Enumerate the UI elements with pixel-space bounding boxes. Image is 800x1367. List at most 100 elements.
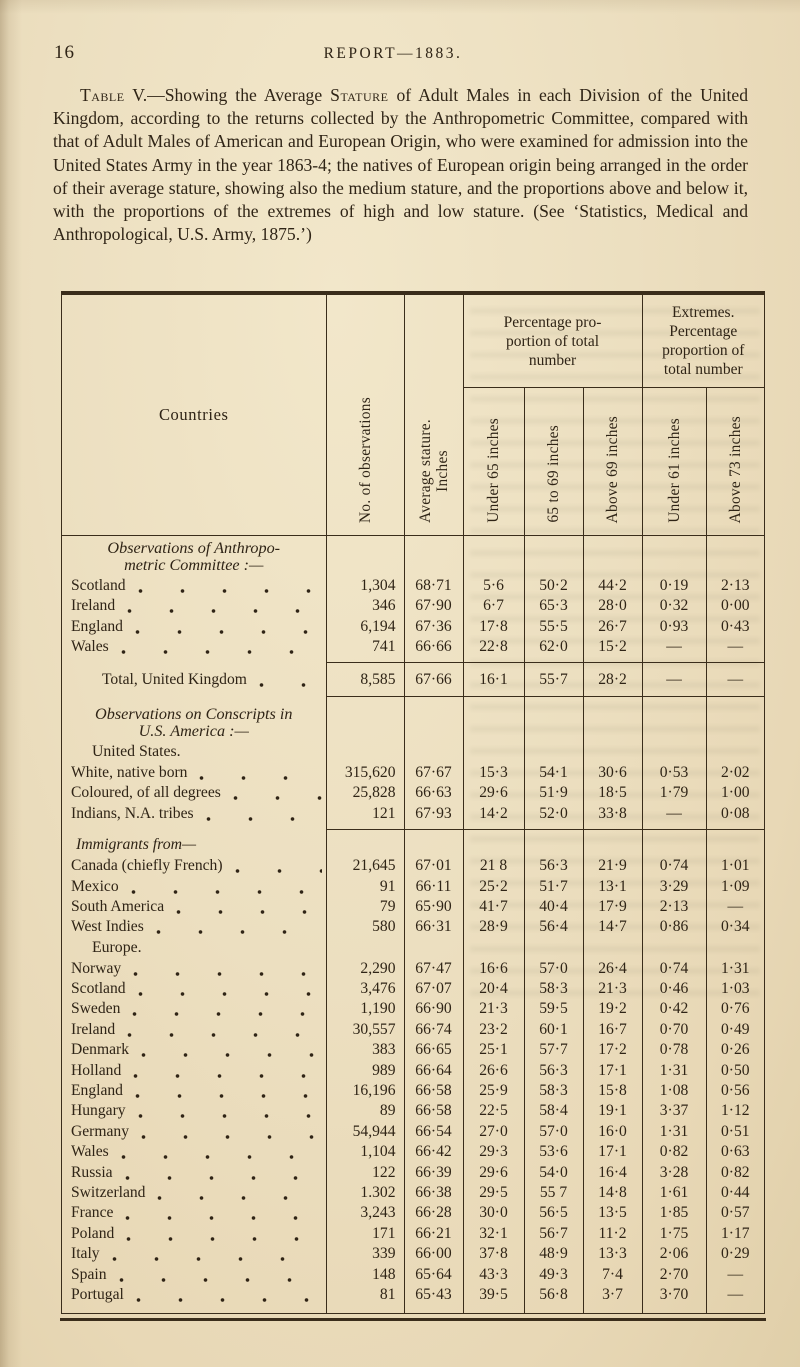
value-cell: 30,557 xyxy=(325,1019,404,1041)
value-cell: 20·4 xyxy=(462,978,524,1000)
country-label: Mexico xyxy=(71,877,119,895)
empty-cell xyxy=(582,535,643,576)
value-cell: 66·90 xyxy=(403,999,463,1020)
caption-table-word: Table xyxy=(80,85,125,105)
spacer-cell xyxy=(325,1305,404,1314)
value-cell: 66·28 xyxy=(403,1203,463,1224)
value-cell: — xyxy=(705,668,764,692)
spacer-cell xyxy=(62,1305,326,1313)
value-cell: 25·2 xyxy=(462,876,524,897)
value-cell: 65·64 xyxy=(403,1264,463,1285)
value-cell: 1·09 xyxy=(705,876,764,897)
value-cell: 28·0 xyxy=(582,595,643,617)
value-cell: 57·0 xyxy=(523,1121,583,1142)
data-row: White, native born 315,620 67·67 15·3 54·1 30… xyxy=(62,762,764,784)
rule-cell xyxy=(641,657,707,669)
dot-leader xyxy=(125,1209,322,1223)
value-cell: 0·76 xyxy=(705,999,764,1020)
value-cell: 65·43 xyxy=(403,1284,463,1306)
empty-cell xyxy=(705,834,764,856)
value-cell: 0·42 xyxy=(641,999,707,1020)
value-cell: 17·8 xyxy=(462,616,524,637)
value-cell: 0·46 xyxy=(641,978,707,1000)
value-cell: 37·8 xyxy=(462,1243,524,1265)
value-cell: 66·38 xyxy=(403,1182,463,1204)
value-cell: 171 xyxy=(325,1223,404,1244)
empty-cell xyxy=(705,702,764,742)
subheading-row: Immigrants from— xyxy=(62,834,764,856)
dot-leader xyxy=(126,1229,322,1243)
value-cell: 66·58 xyxy=(403,1101,463,1122)
dot-leader xyxy=(234,862,322,876)
value-cell: 56·5 xyxy=(523,1203,583,1224)
country-label: England xyxy=(71,1082,123,1100)
spacer-cell xyxy=(523,1305,583,1314)
value-cell: 0·34 xyxy=(705,917,764,938)
empty-cell xyxy=(523,702,583,742)
rule-cell xyxy=(523,657,583,669)
empty-cell xyxy=(325,535,404,576)
value-cell: 55·5 xyxy=(523,616,583,637)
value-cell: 1,304 xyxy=(325,575,404,596)
value-cell: 29·6 xyxy=(462,783,524,804)
value-cell: 0·82 xyxy=(705,1162,764,1183)
empty-cell xyxy=(462,702,524,742)
value-cell: 0·74 xyxy=(641,958,707,979)
empty-cell xyxy=(462,741,524,763)
rule-cell xyxy=(705,823,764,835)
value-cell: 26·4 xyxy=(582,958,643,979)
data-row: Ireland 346 67·90 6·7 65·3 28·0 0·32 0·00 xyxy=(62,595,764,617)
value-cell: 0·93 xyxy=(641,616,707,637)
empty-cell xyxy=(462,834,524,856)
dot-leader xyxy=(127,1025,322,1039)
data-row: Russia 122 66·39 29·6 54·0 16·4 3·28 0·82 xyxy=(62,1162,764,1183)
value-cell: — xyxy=(705,1264,764,1285)
value-cell: 55·7 xyxy=(523,668,583,692)
data-row: Portugal 81 65·43 39·5 56·8 3·7 3·70— xyxy=(62,1284,764,1306)
rule-cell xyxy=(582,657,643,669)
country-cell: West Indies xyxy=(62,917,326,937)
country-cell: Coloured, of all degrees xyxy=(62,783,326,803)
empty-cell xyxy=(705,741,764,763)
value-cell: 22·5 xyxy=(462,1101,524,1122)
country-cell: Canada (chiefly French) xyxy=(62,856,326,876)
value-cell: 0·43 xyxy=(705,616,764,637)
value-cell: 15·2 xyxy=(582,636,643,658)
value-cell: 6,194 xyxy=(325,616,404,637)
value-cell: 1·00 xyxy=(705,783,764,804)
dot-leader xyxy=(135,1290,322,1304)
value-cell: 66·00 xyxy=(403,1243,463,1265)
data-row: Coloured, of all degrees 25,828 66·63 29·6 5… xyxy=(62,783,764,804)
value-cell: 17·9 xyxy=(582,896,643,918)
value-cell: 1·75 xyxy=(641,1223,707,1244)
data-row: Indians, N.A. tribes 121 67·93 14·2 52·0 33·8… xyxy=(62,803,764,824)
value-cell: — xyxy=(705,636,764,658)
value-cell: 15·8 xyxy=(582,1080,643,1102)
country-label: Ireland xyxy=(71,1020,116,1038)
value-cell: 25,828 xyxy=(325,783,404,804)
country-label: Norway xyxy=(71,959,122,977)
country-label: Ireland xyxy=(71,597,116,615)
above-73-header: Above 73 inches xyxy=(705,387,764,536)
value-cell: 66·31 xyxy=(403,917,463,938)
country-cell: Switzerland xyxy=(62,1183,326,1203)
country-cell: Wales xyxy=(62,637,326,657)
country-label: Denmark xyxy=(71,1041,130,1059)
value-cell: 339 xyxy=(325,1243,404,1265)
value-cell: 33·8 xyxy=(582,803,643,824)
value-cell: 16·6 xyxy=(462,958,524,979)
value-cell: 27·0 xyxy=(462,1121,524,1142)
value-cell: 122 xyxy=(325,1162,404,1183)
dot-leader xyxy=(130,882,322,896)
country-label: France xyxy=(71,1204,114,1222)
value-cell: 17·1 xyxy=(582,1060,643,1081)
country-cell: England xyxy=(62,616,326,636)
country-cell: Norway xyxy=(62,958,326,978)
value-cell: 0·63 xyxy=(705,1142,764,1163)
value-cell: — xyxy=(641,668,707,692)
value-cell: 67·66 xyxy=(403,668,463,692)
dot-leader xyxy=(120,1148,322,1162)
empty-cell xyxy=(582,702,643,742)
empty-cell xyxy=(705,937,764,959)
country-label: South America xyxy=(71,897,165,915)
